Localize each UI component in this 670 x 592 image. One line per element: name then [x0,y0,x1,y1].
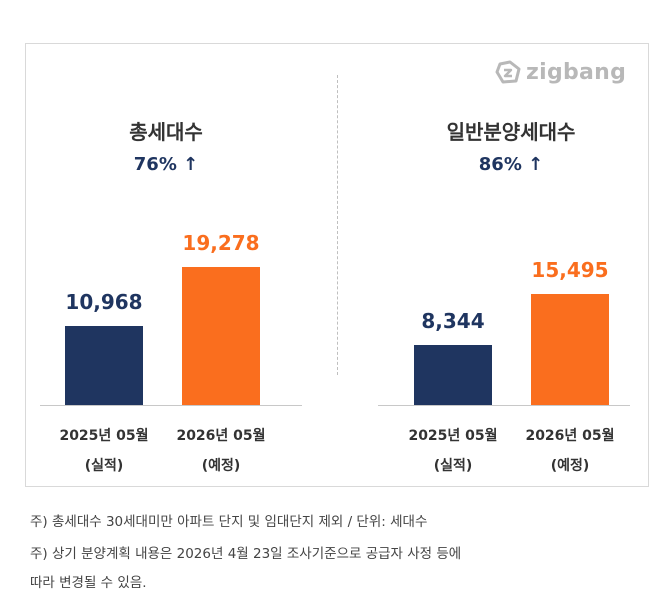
x-tick-label: 2025년 05월 (실적) [393,421,513,481]
bar-value-label: 10,968 [65,290,143,314]
logo-text: zigbang [526,59,627,85]
x-tick-label: 2026년 05월 (예정) [161,421,281,481]
baseline [40,405,302,406]
x-tick-date: 2025년 05월 [408,428,498,444]
x-tick-label: 2025년 05월 (실적) [44,421,164,481]
zigbang-logo: zigbang [494,58,626,86]
x-tick-note: (예정) [550,458,590,474]
zigbang-logo-icon [495,60,521,84]
x-tick-date: 2026년 05월 [525,428,615,444]
bar-2025 [65,326,143,405]
chart-title-total: 총세대수 [129,120,203,144]
chart-title-general: 일반분양세대수 [446,120,576,144]
footnote-3: 따라 변경될 수 있음. [30,575,147,591]
baseline [378,405,630,406]
footnote-1: 주) 총세대수 30세대미만 아파트 단지 및 임대단지 제외 / 단위: 세대… [30,514,428,530]
x-tick-date: 2025년 05월 [59,428,149,444]
panel-divider [337,75,338,375]
change-general: 86% ↑ [478,154,544,175]
x-tick-note: (실적) [84,458,124,474]
x-tick-label: 2026년 05월 (예정) [510,421,630,481]
bar-2026 [531,294,609,405]
bar-2026 [182,267,260,405]
x-tick-note: (실적) [433,458,473,474]
bar-2025 [414,345,492,405]
x-tick-note: (예정) [201,458,241,474]
bar-value-label: 8,344 [421,309,485,333]
bar-value-label: 19,278 [182,231,260,255]
footnote-2: 주) 상기 분양계획 내용은 2026년 4월 23일 조사기준으로 공급자 사… [30,546,462,562]
bar-value-label: 15,495 [531,258,609,282]
change-total: 76% ↑ [133,154,199,175]
x-tick-date: 2026년 05월 [176,428,266,444]
